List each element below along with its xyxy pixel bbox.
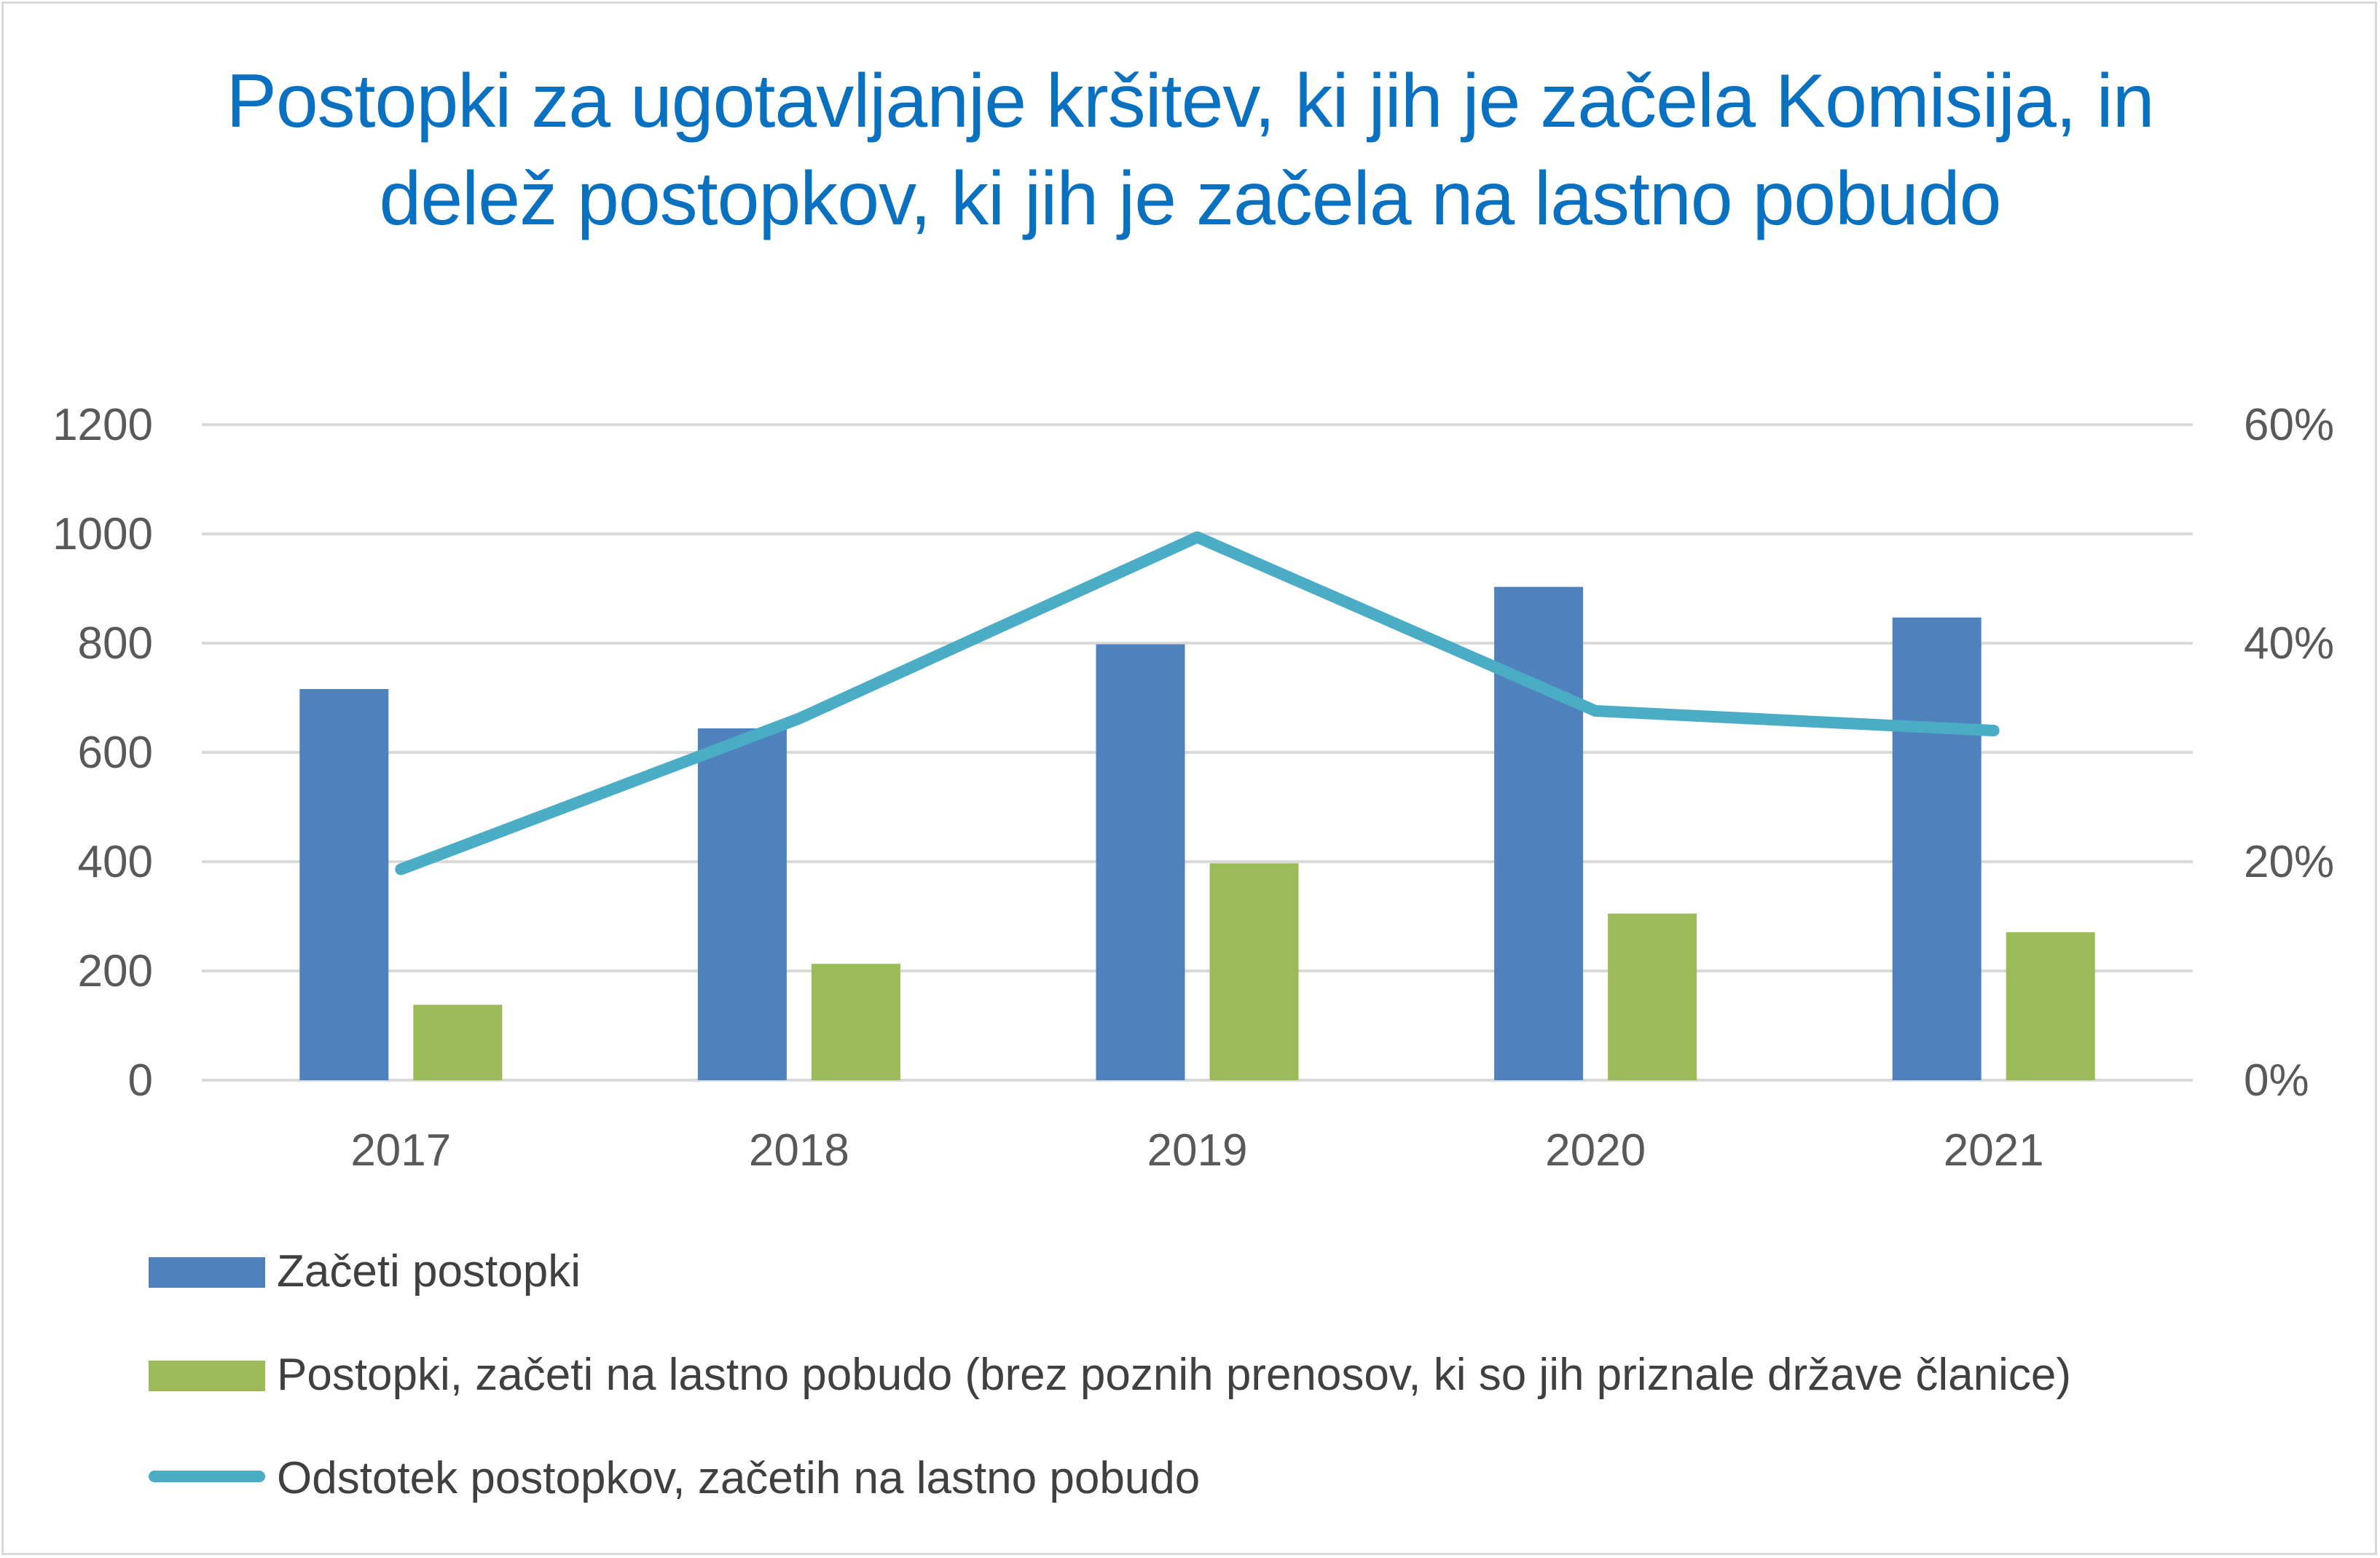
- line-percentage: [395, 531, 2000, 876]
- y-tick-label: 400: [78, 837, 153, 887]
- bar-own-initiative: [811, 964, 900, 1080]
- y-tick-label: 200: [78, 946, 153, 996]
- legend-swatch-started: [149, 1257, 265, 1288]
- x-tick-label: 2019: [1147, 1125, 1248, 1176]
- chart-title: Postopki za ugotavljanje kršitev, ki jih…: [226, 59, 2154, 241]
- line-point-percentage: [400, 868, 402, 870]
- x-tick-label: 2020: [1545, 1125, 1646, 1176]
- x-tick-label: 2021: [1944, 1125, 2044, 1176]
- y-tick-label: 1000: [52, 509, 153, 559]
- y-tick-label: 600: [78, 728, 153, 778]
- line-point-percentage: [1992, 730, 1995, 731]
- x-tick-label: 2017: [350, 1125, 451, 1176]
- bar-started: [697, 728, 787, 1080]
- bar-own-initiative: [1209, 863, 1299, 1080]
- line-point-percentage: [798, 717, 800, 720]
- x-tick-label: 2018: [749, 1125, 849, 1176]
- legend-swatch-percentage: [149, 1471, 265, 1482]
- y-tick-label: 800: [78, 618, 153, 669]
- y2-tick-label: 40%: [2244, 618, 2334, 669]
- bar-own-initiative: [2006, 932, 2095, 1080]
- bar-own-initiative: [413, 1004, 503, 1080]
- bar-started: [1096, 644, 1185, 1080]
- y-tick-label: 1200: [52, 400, 153, 450]
- legend-swatch-own-initiative: [149, 1361, 265, 1391]
- legend-label-percentage: Odstotek postopkov, začetih na lastno po…: [277, 1453, 1201, 1503]
- y2-tick-label: 0%: [2244, 1055, 2309, 1106]
- bar-started: [1494, 586, 1584, 1080]
- legend-label-started: Začeti postopki: [277, 1246, 581, 1297]
- y2-tick-label: 20%: [2244, 837, 2334, 887]
- bar-started: [299, 689, 389, 1080]
- bar-started: [1892, 617, 1982, 1080]
- bar-own-initiative: [1608, 913, 1697, 1080]
- y2-tick-label: 60%: [2244, 400, 2334, 450]
- y-tick-label: 0: [128, 1055, 153, 1106]
- legend-label-own-initiative: Postopki, začeti na lastno pobudo (brez …: [277, 1350, 2071, 1400]
- line-point-percentage: [1196, 536, 1198, 538]
- line-point-percentage: [1595, 710, 1597, 712]
